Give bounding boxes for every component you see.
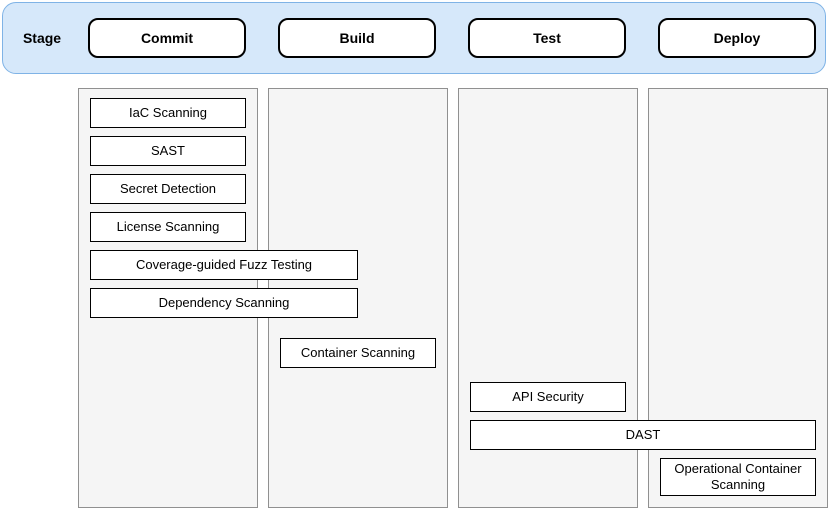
- stage-deploy[interactable]: Deploy: [658, 18, 816, 58]
- item-dependency-scanning[interactable]: Dependency Scanning: [90, 288, 358, 318]
- item-fuzz-testing[interactable]: Coverage-guided Fuzz Testing: [90, 250, 358, 280]
- item-op-container-scan[interactable]: Operational Container Scanning: [660, 458, 816, 496]
- stage-test[interactable]: Test: [468, 18, 626, 58]
- item-sast[interactable]: SAST: [90, 136, 246, 166]
- stage-build[interactable]: Build: [278, 18, 436, 58]
- item-api-security[interactable]: API Security: [470, 382, 626, 412]
- item-secret-detection[interactable]: Secret Detection: [90, 174, 246, 204]
- stage-commit[interactable]: Commit: [88, 18, 246, 58]
- item-iac-scanning[interactable]: IaC Scanning: [90, 98, 246, 128]
- item-container-scanning[interactable]: Container Scanning: [280, 338, 436, 368]
- stage-label: Stage: [12, 30, 72, 48]
- item-license-scanning[interactable]: License Scanning: [90, 212, 246, 242]
- item-dast[interactable]: DAST: [470, 420, 816, 450]
